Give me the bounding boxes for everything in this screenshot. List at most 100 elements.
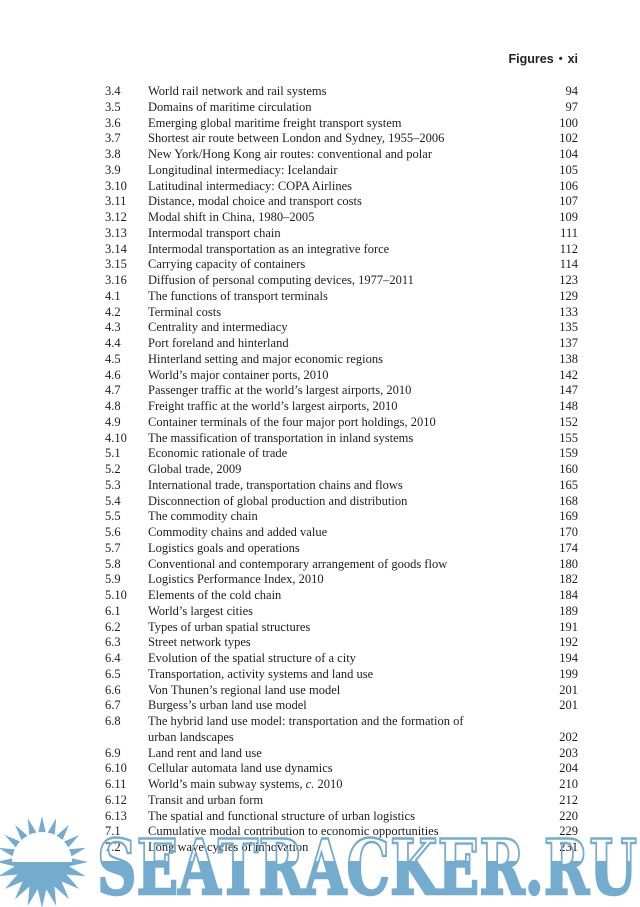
figure-row: 3.7 Shortest air route between London and… <box>105 131 578 147</box>
figure-page: 189 <box>559 603 578 618</box>
figure-number: 3.13 <box>105 225 127 240</box>
figure-row: 3.16 Diffusion of personal computing devi… <box>105 273 578 289</box>
figure-number: 4.10 <box>105 430 127 445</box>
figure-title: Commodity chains and added value <box>148 525 328 539</box>
figure-page: 199 <box>559 666 578 681</box>
figure-number: 6.8 <box>105 714 121 728</box>
figure-number: 4.8 <box>105 399 121 413</box>
figure-title: Carrying capacity of containers <box>148 257 306 272</box>
figure-row: 4.10 The massification of transportation … <box>105 431 578 447</box>
figure-row: 5.2 Global trade, 2009 160 <box>105 462 578 478</box>
figure-page: 138 <box>559 351 578 366</box>
figure-title: Disconnection of global production and d… <box>148 493 408 508</box>
figure-title: World’s major container ports, 2010 <box>148 367 329 382</box>
figure-row: 5.3 International trade, transportation c… <box>105 478 578 494</box>
figure-row: 6.9 Land rent and land use 203 <box>105 746 578 762</box>
figure-page: 210 <box>559 777 578 791</box>
figure-title: Street network types <box>148 635 251 650</box>
figure-number: 5.1 <box>105 446 121 461</box>
figure-number: 6.4 <box>105 651 121 665</box>
figure-number: 6.10 <box>105 761 127 776</box>
figure-row: 6.8 The hybrid land use model: transporta… <box>105 714 578 730</box>
figure-row: 4.3 Centrality and intermediacy 135 <box>105 320 578 336</box>
figure-row: 3.5 Domains of maritime circulation 97 <box>105 100 578 116</box>
figure-title: World’s largest cities <box>148 603 253 618</box>
running-head: Figures • xi <box>509 52 578 66</box>
figure-row: 6.6 Von Thunen’s regional land use model 2… <box>105 683 578 699</box>
figure-title: Global trade, 2009 <box>148 462 242 476</box>
figure-page: 129 <box>559 288 578 303</box>
figure-row: 4.6 World’s major container ports, 2010 14… <box>105 368 578 384</box>
figure-page: 123 <box>559 273 578 287</box>
figure-title: Economic rationale of trade <box>148 446 288 461</box>
figure-number: 6.1 <box>105 603 121 618</box>
figure-number: 5.2 <box>105 462 121 476</box>
figure-number: 6.2 <box>105 619 121 634</box>
figure-page: 220 <box>559 808 578 823</box>
running-head-title: Figures <box>508 52 554 66</box>
figure-title: Emerging global maritime freight transpo… <box>148 115 402 130</box>
figure-row: 7.2 Long wave cycles of innovation 231 <box>105 840 578 856</box>
figure-page: 142 <box>559 367 578 382</box>
figure-title: Transit and urban form <box>148 792 264 807</box>
figure-title: Transportation, activity systems and lan… <box>148 666 374 681</box>
figure-page: 204 <box>559 761 578 776</box>
figure-number: 3.12 <box>105 210 127 224</box>
figure-page: 105 <box>559 162 578 177</box>
figure-title: Longitudinal intermediacy: Icelandair <box>148 162 338 177</box>
figure-page: 168 <box>559 493 578 508</box>
figure-number: 3.5 <box>105 99 121 114</box>
figure-page: 102 <box>559 131 578 146</box>
figure-title: Modal shift in China, 1980–2005 <box>148 210 315 224</box>
figure-row: 6.7 Burgess’s urban land use model 201 <box>105 698 578 714</box>
figure-row: 4.7 Passenger traffic at the world’s larg… <box>105 383 578 399</box>
figure-row: 4.1 The functions of transport terminals 1… <box>105 289 578 305</box>
running-head-page-number: xi <box>567 52 578 66</box>
figure-page: 159 <box>559 446 578 461</box>
figure-row: 5.6 Commodity chains and added value 170 <box>105 525 578 541</box>
figure-title: New York/Hong Kong air routes: conventio… <box>148 147 432 161</box>
figure-row: 6.3 Street network types 192 <box>105 635 578 651</box>
figure-page: 112 <box>559 241 578 256</box>
figure-row: 5.10 Elements of the cold chain 184 <box>105 588 578 604</box>
bullet-separator: • <box>558 53 563 65</box>
figure-page: 135 <box>559 320 578 335</box>
figure-title: Passenger traffic at the world’s largest… <box>148 383 412 398</box>
figure-number: 3.16 <box>105 273 127 287</box>
figure-page: 107 <box>559 194 578 209</box>
figure-row: 3.8 New York/Hong Kong air routes: conven… <box>105 147 578 163</box>
figure-title: Hinterland setting and major economic re… <box>148 351 384 366</box>
figure-number: 5.4 <box>105 493 121 508</box>
figure-title: Diffusion of personal computing devices,… <box>148 273 414 287</box>
figure-row: 5.9 Logistics Performance Index, 2010 182 <box>105 572 578 588</box>
figure-page: 148 <box>559 399 578 413</box>
figure-title: Von Thunen’s regional land use model <box>148 682 341 697</box>
figure-page: 169 <box>559 509 578 524</box>
figure-page: 155 <box>559 430 578 445</box>
figure-row: 4.9 Container terminals of the four major… <box>105 415 578 431</box>
figure-page: 174 <box>559 540 578 555</box>
figure-row: 7.1 Cumulative modal contribution to econ… <box>105 824 578 840</box>
figure-row: 5.1 Economic rationale of trade 159 <box>105 446 578 462</box>
figure-page: 182 <box>559 572 578 587</box>
figure-number: 3.14 <box>105 241 127 256</box>
figure-number: 3.8 <box>105 147 121 161</box>
figure-number: 5.10 <box>105 588 127 602</box>
figure-page: 201 <box>559 682 578 697</box>
figure-number: 5.3 <box>105 477 121 492</box>
figure-number: 3.7 <box>105 131 121 146</box>
figure-title: The spatial and functional structure of … <box>148 808 415 823</box>
figure-page: 160 <box>559 462 578 476</box>
figure-title: The functions of transport terminals <box>148 288 328 303</box>
figure-title: Shortest air route between London and Sy… <box>148 131 445 146</box>
figure-number: 4.5 <box>105 351 121 366</box>
figure-number: 4.2 <box>105 304 121 319</box>
figure-title: Port foreland and hinterland <box>148 336 289 350</box>
figure-number: 3.15 <box>105 257 127 272</box>
figure-title: Distance, modal choice and transport cos… <box>148 194 362 209</box>
figure-number: 5.6 <box>105 525 121 539</box>
figure-title: Container terminals of the four major po… <box>148 414 436 429</box>
figure-page: 180 <box>559 556 578 571</box>
figure-number: 7.1 <box>105 824 121 839</box>
